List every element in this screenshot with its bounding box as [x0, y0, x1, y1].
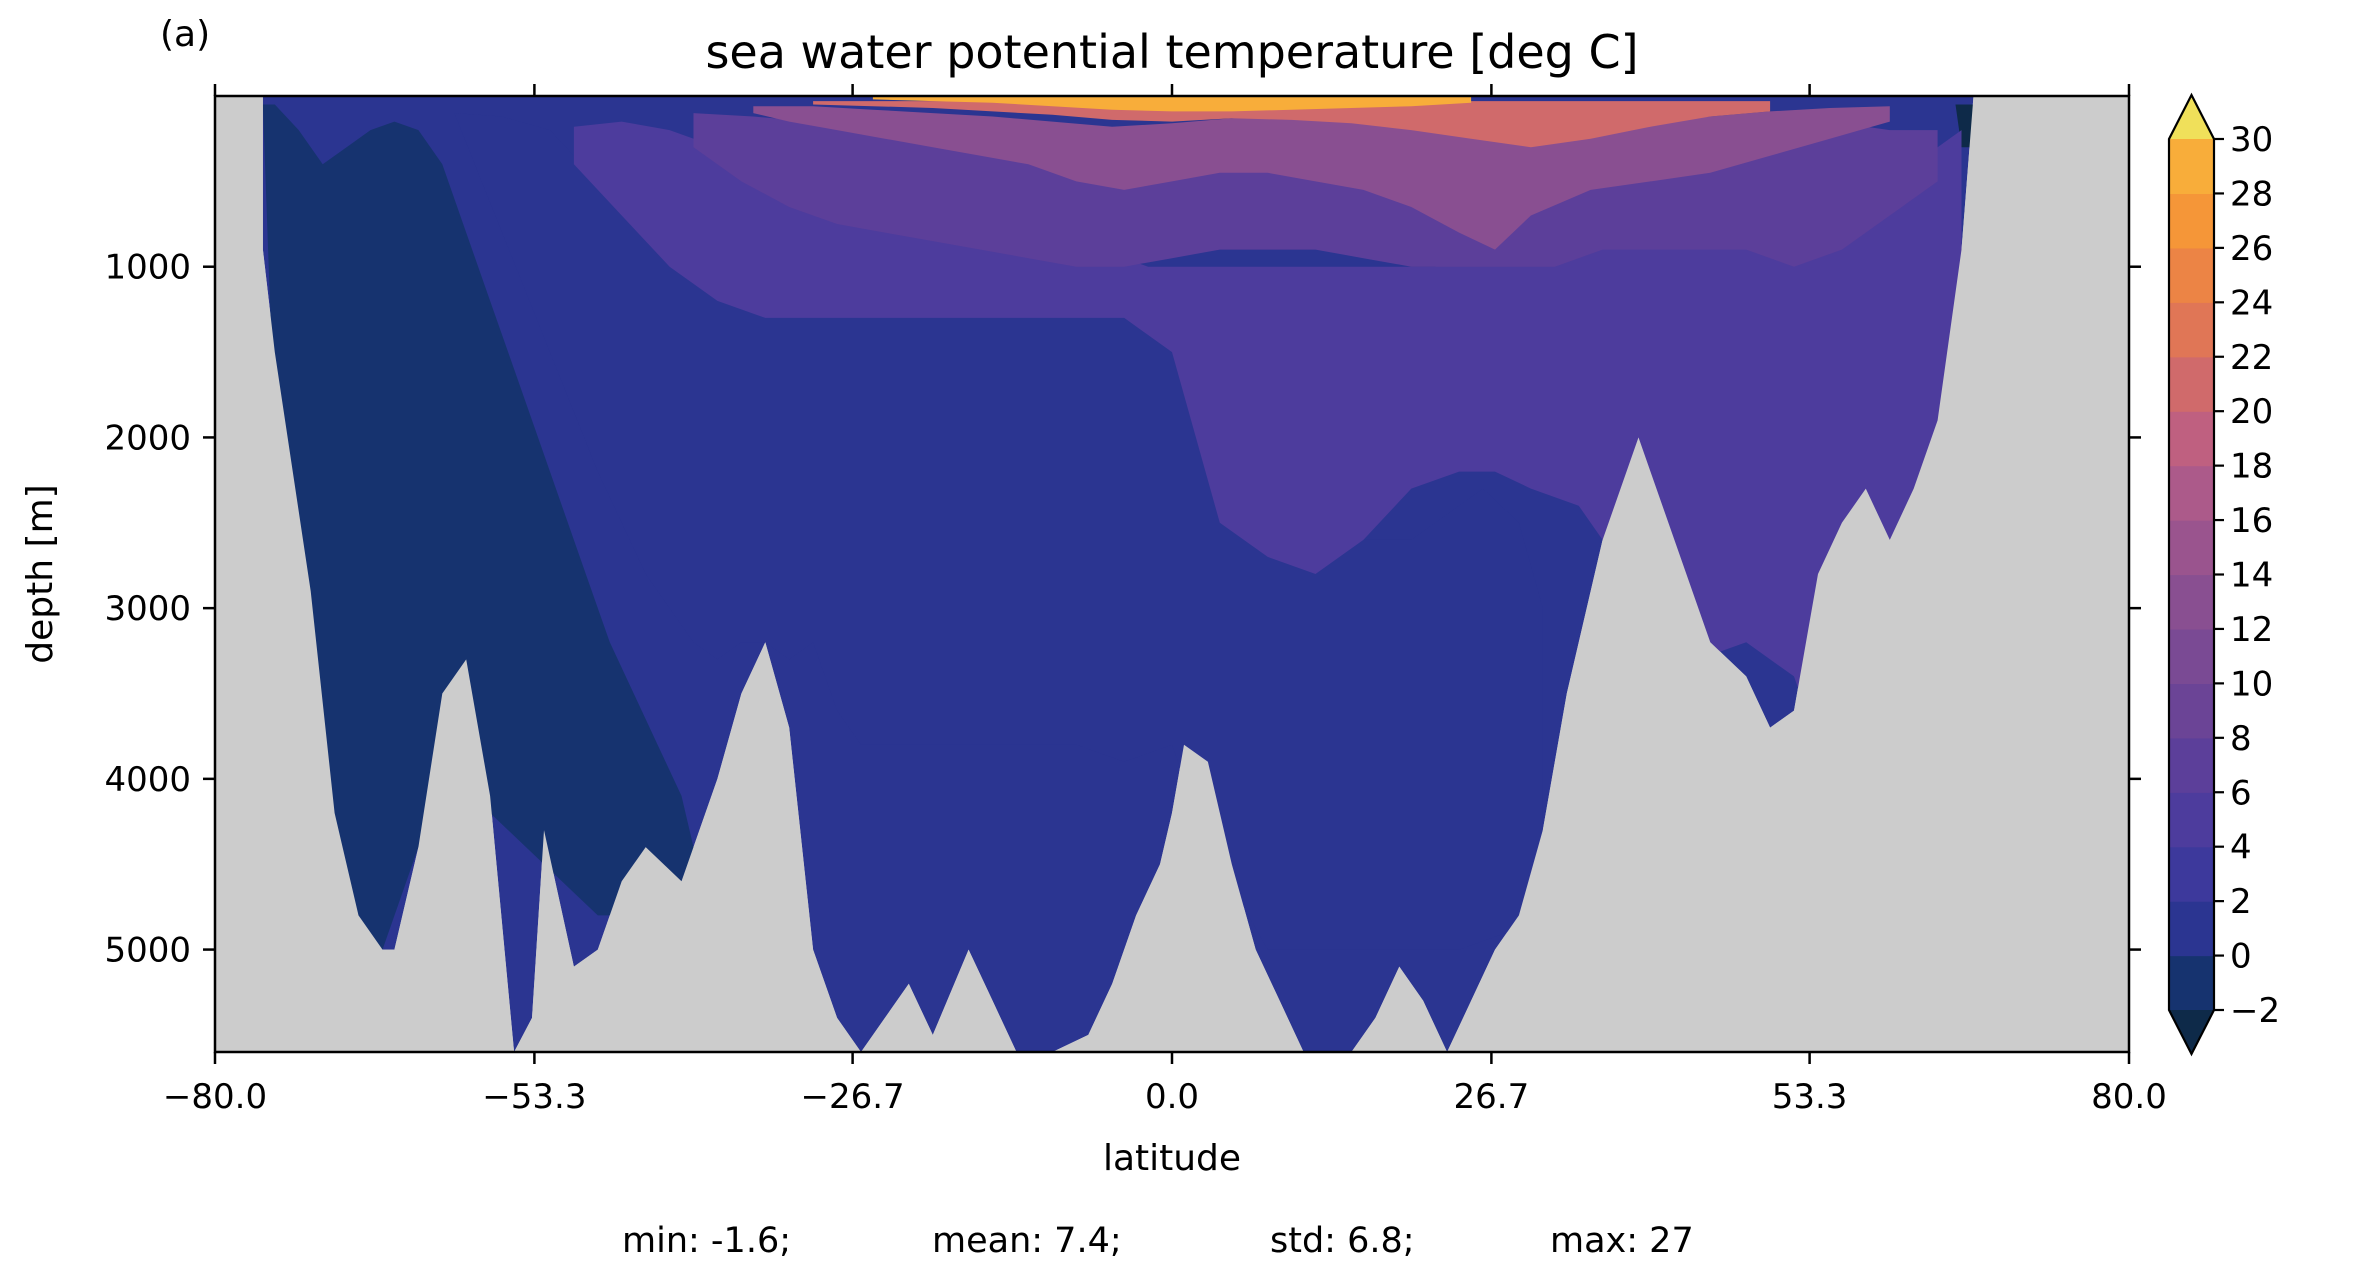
x-tick-label: −53.3: [482, 1077, 586, 1117]
colorbar-segment: [2169, 411, 2214, 467]
chart-title: sea water potential temperature [deg C]: [705, 25, 1638, 79]
colorbar-segment: [2169, 737, 2214, 793]
colorbar-segment: [2169, 465, 2214, 521]
colorbar-segment: [2169, 574, 2214, 630]
temperature-band: [262, 104, 694, 950]
colorbar-segment: [2169, 792, 2214, 848]
temperature-band: [872, 96, 1472, 112]
temperature-band: [813, 101, 1771, 148]
x-tick-label: 80.0: [2091, 1077, 2167, 1117]
y-axis-label: depth [m]: [20, 484, 61, 663]
land-mask: [215, 96, 2129, 1052]
x-axis-label: latitude: [1103, 1138, 1241, 1179]
colorbar-tick-label: −2: [2230, 991, 2280, 1031]
x-tick-label: 26.7: [1454, 1077, 1530, 1117]
colorbar-tick-label: 30: [2230, 120, 2273, 160]
colorbar-tick-label: 26: [2230, 229, 2273, 269]
colorbar-tick-label: 2: [2230, 882, 2252, 922]
colorbar-tick-label: 4: [2230, 828, 2252, 868]
colorbar-tick-label: 18: [2230, 447, 2273, 487]
colorbar-segment: [2169, 628, 2214, 684]
colorbar-tick-label: 16: [2230, 501, 2273, 541]
colorbar-tick-label: 20: [2230, 392, 2273, 432]
y-tick-label: 4000: [104, 760, 191, 800]
stat-min: min: -1.6;: [622, 1221, 791, 1261]
y-axis: 1000 2000 3000 4000 5000: [104, 248, 2141, 971]
y-tick-label: 5000: [104, 931, 191, 971]
x-tick-label: 0.0: [1145, 1077, 1199, 1117]
colorbar-segment: [2169, 846, 2214, 902]
x-tick-label: −80.0: [163, 1077, 267, 1117]
temperature-field: [215, 96, 2129, 1052]
y-tick-label: 3000: [104, 589, 191, 629]
colorbar-segment: [2169, 193, 2214, 249]
colorbar-tick-label: 24: [2230, 283, 2273, 323]
colorbar-tick-label: 10: [2230, 664, 2273, 704]
colorbar-tick-label: 0: [2230, 937, 2252, 977]
colorbar-extend-min: [2169, 1010, 2214, 1054]
colorbar-segment: [2169, 356, 2214, 412]
colorbar-tick-label: 14: [2230, 556, 2273, 596]
y-tick-label: 1000: [104, 248, 191, 288]
colorbar-segment: [2169, 955, 2214, 1011]
colorbar-segment: [2169, 683, 2214, 739]
colorbar-segment: [2169, 520, 2214, 576]
temperature-band: [454, 113, 1543, 950]
colorbar-tick-label: 8: [2230, 719, 2252, 759]
panel-label: (a): [160, 14, 210, 55]
temperature-band: [753, 106, 1890, 250]
stat-std: std: 6.8;: [1270, 1221, 1415, 1261]
colorbar-segment: [2169, 302, 2214, 358]
colorbar-segment: [2169, 139, 2214, 195]
band-layer: [262, 96, 1974, 950]
plot-area: [215, 96, 2129, 1052]
x-tick-label: 53.3: [1772, 1077, 1848, 1117]
colorbar-tick-label: 6: [2230, 773, 2252, 813]
y-tick-label: 2000: [104, 418, 191, 458]
colorbar-tick-label: 28: [2230, 174, 2273, 214]
stat-max: max: 27: [1550, 1221, 1694, 1261]
colorbar-segment: [2169, 901, 2214, 957]
x-tick-label: −26.7: [800, 1077, 904, 1117]
colorbar-tick-label: 22: [2230, 338, 2273, 378]
colorbar-segment: [2169, 247, 2214, 303]
stats-line: min: -1.6; mean: 7.4; std: 6.8; max: 27: [622, 1221, 1694, 1261]
colorbar-extend-max: [2169, 95, 2214, 139]
stat-mean: mean: 7.4;: [932, 1221, 1122, 1261]
colorbar-tick-label: 12: [2230, 610, 2273, 650]
x-axis: −80.0 −53.3 −26.7 0.0 26.7 53.3 80.0: [163, 84, 2167, 1117]
